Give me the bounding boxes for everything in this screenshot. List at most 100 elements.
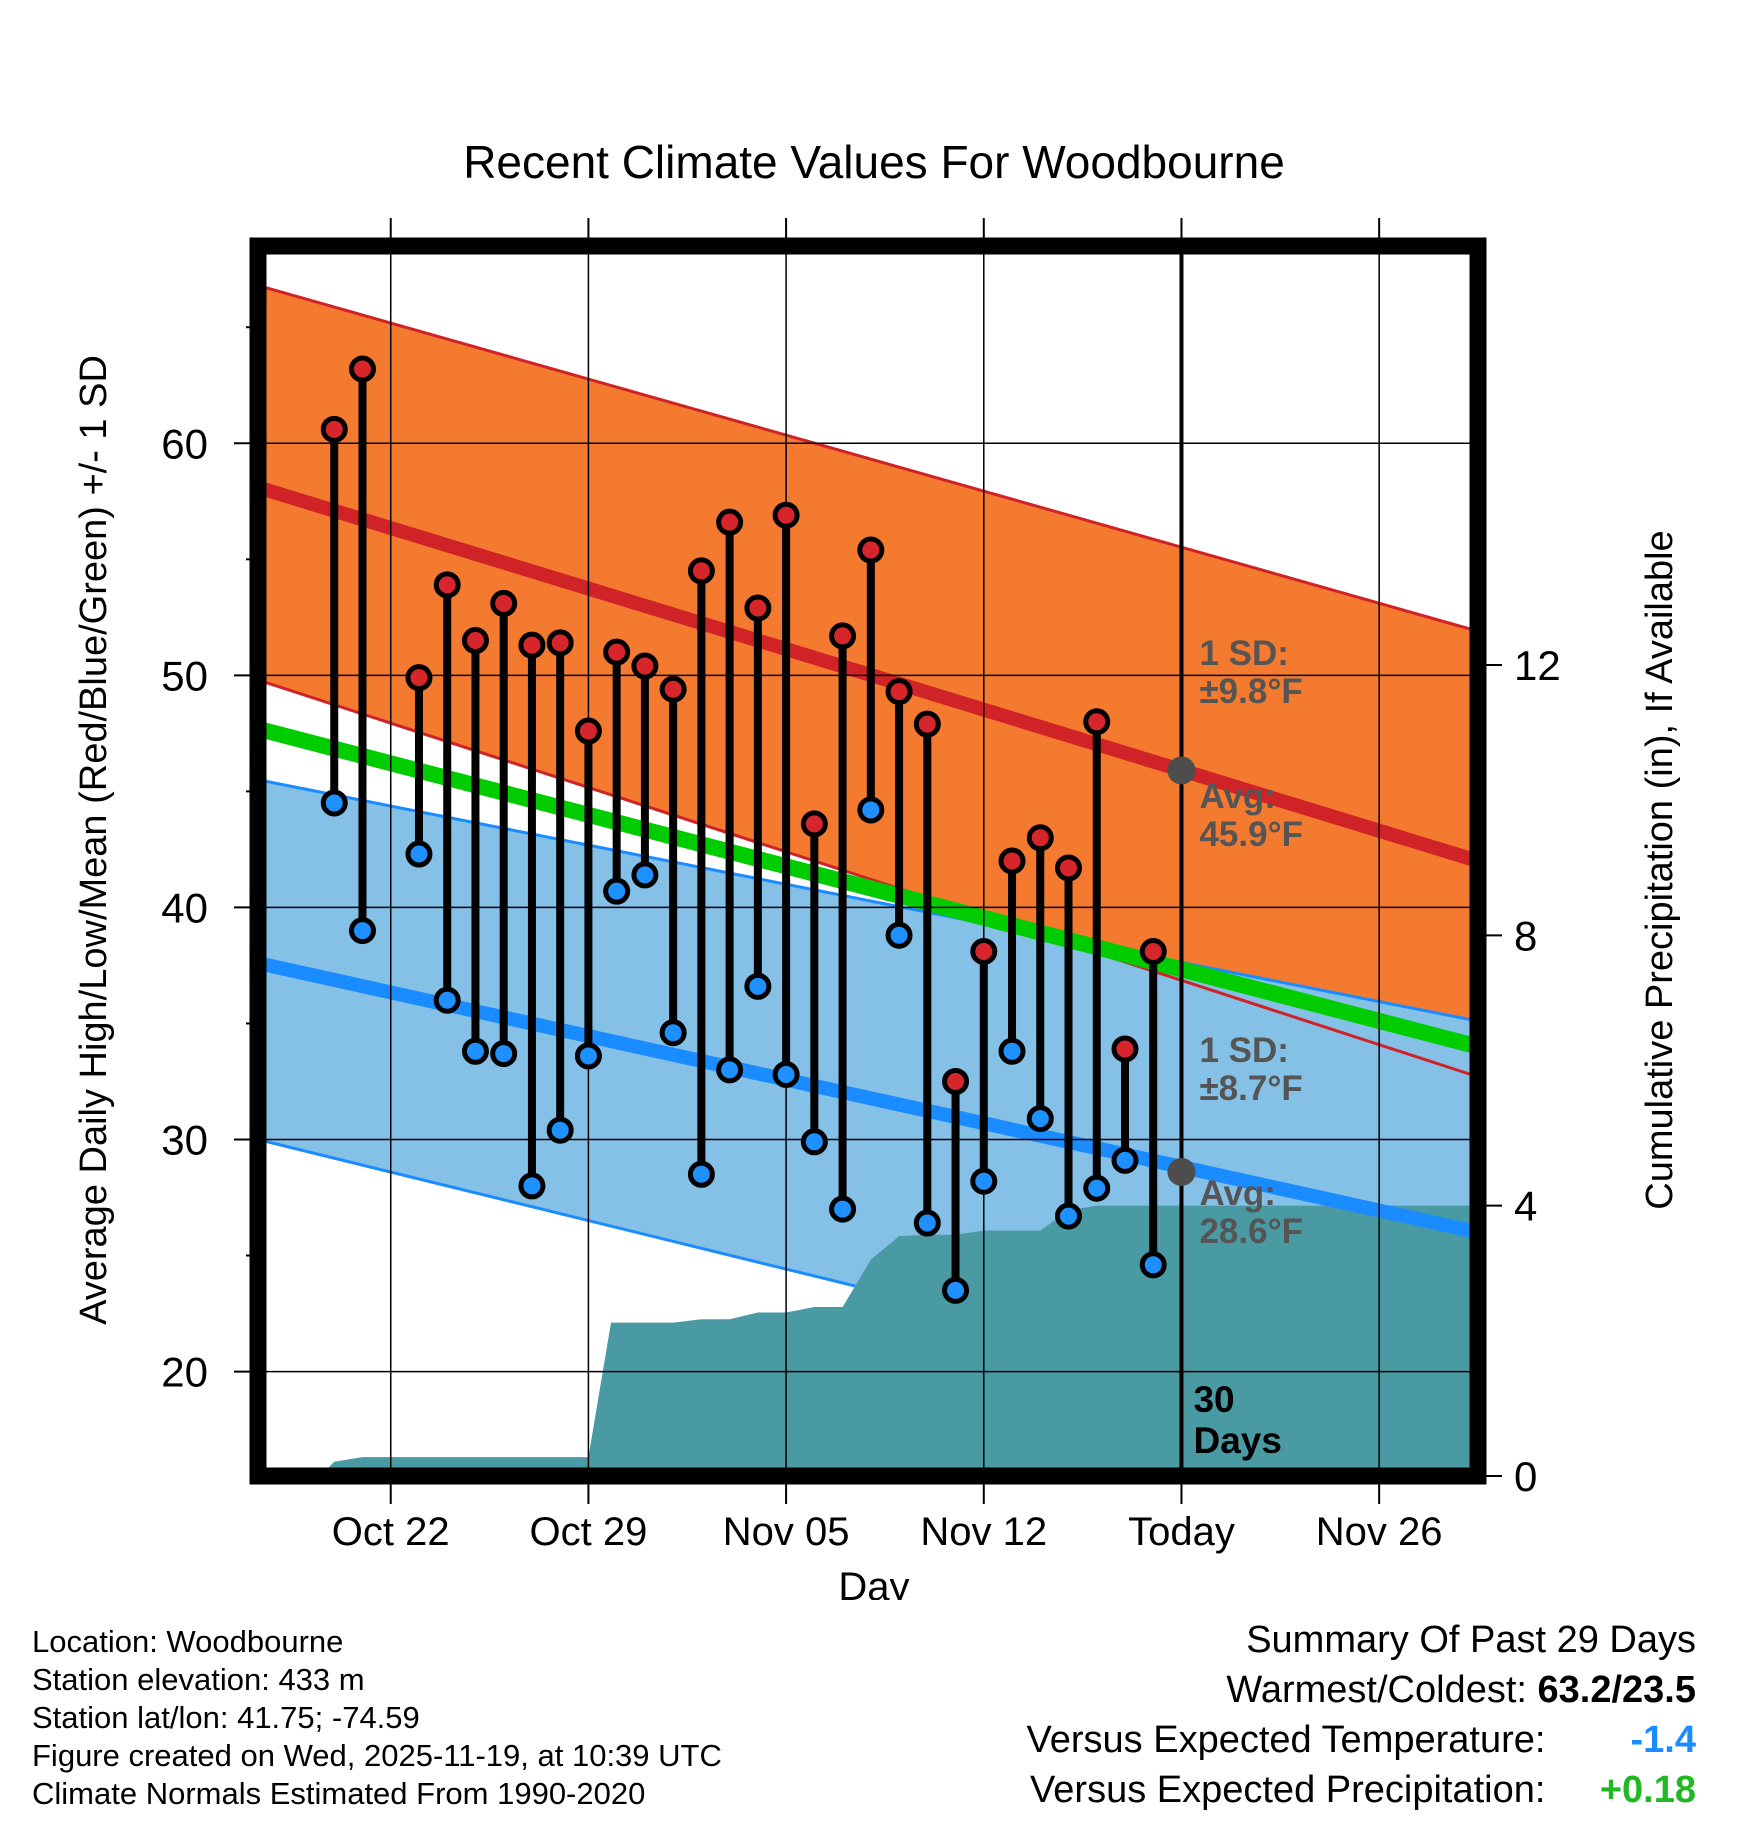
low-temp-point bbox=[942, 1276, 970, 1304]
elevation-text: Station elevation: 433 m bbox=[32, 1662, 365, 1697]
y2-tick-label: 8 bbox=[1514, 912, 1537, 959]
high-sd-annotation: 1 SD: ±9.8°F bbox=[1199, 634, 1302, 711]
summary-title: Summary Of Past 29 Days bbox=[1246, 1619, 1696, 1661]
low-temp-point bbox=[857, 796, 885, 824]
station-info: Location: Woodbourne Station elevation: … bbox=[32, 1623, 722, 1813]
low-temp-point bbox=[1111, 1146, 1139, 1174]
high-temp-point bbox=[829, 622, 857, 650]
high-temp-point bbox=[348, 355, 376, 383]
low-temp-point bbox=[518, 1172, 546, 1200]
high-temp-point bbox=[518, 631, 546, 659]
y2-tick-label: 0 bbox=[1514, 1453, 1537, 1500]
high-temp-point bbox=[546, 629, 574, 657]
warmest-value: 63.2/23.5 bbox=[1537, 1669, 1696, 1711]
high-temp-point bbox=[772, 501, 800, 529]
low-temp-point bbox=[913, 1209, 941, 1237]
high-lower-line bbox=[258, 678, 1478, 1079]
plot-frame bbox=[249, 237, 1487, 1485]
normals-text: Climate Normals Estimated From 1990-2020 bbox=[32, 1776, 646, 1811]
x-tick-label: Oct 29 bbox=[529, 1510, 647, 1554]
low-temp-point bbox=[405, 840, 433, 868]
low-upper-line bbox=[258, 778, 1478, 1023]
high-temp-point bbox=[885, 678, 913, 706]
warmest-label: Warmest/Coldest: bbox=[1226, 1669, 1527, 1711]
today-avg-marker-low bbox=[1167, 1157, 1196, 1186]
x-axis-label: Day bbox=[838, 1565, 909, 1600]
y-tick-label: 50 bbox=[161, 652, 208, 699]
high-temp-point bbox=[716, 508, 744, 536]
low-temp-point bbox=[998, 1037, 1026, 1065]
temp-anomaly-value: -1.4 bbox=[1630, 1719, 1696, 1761]
low-temp-point bbox=[829, 1195, 857, 1223]
y2-axis-label: Cumulative Precipitation (in), If Availa… bbox=[1639, 530, 1681, 1209]
high-temp-point bbox=[320, 415, 348, 443]
y2-tick-label: 12 bbox=[1514, 642, 1561, 689]
high-upper-line bbox=[258, 284, 1478, 633]
x-tick-label: Today bbox=[1128, 1510, 1235, 1554]
low-temp-point bbox=[1026, 1105, 1054, 1133]
x-tick-label: Nov 05 bbox=[723, 1510, 850, 1554]
high-temp-point bbox=[1139, 938, 1167, 966]
low-temp-point bbox=[1055, 1202, 1083, 1230]
y-tick-label: 20 bbox=[161, 1349, 208, 1396]
low-temp-point bbox=[885, 921, 913, 949]
low-temp-point bbox=[970, 1167, 998, 1195]
latlon-text: Station lat/lon: 41.75; -74.59 bbox=[32, 1700, 420, 1735]
high-temp-point bbox=[744, 594, 772, 622]
high-temp-point bbox=[1083, 708, 1111, 736]
chart-title: Recent Climate Values For Woodbourne bbox=[463, 136, 1285, 188]
high-temp-point bbox=[800, 810, 828, 838]
high-avg-annotation: Avg: 45.9°F bbox=[1199, 777, 1303, 854]
high-temp-point bbox=[913, 710, 941, 738]
high-temp-point bbox=[490, 589, 518, 617]
precip-anomaly-label: Versus Expected Precipitation: bbox=[1030, 1769, 1546, 1811]
low-avg-line bbox=[258, 956, 1478, 1240]
high-temp-point bbox=[1055, 854, 1083, 882]
low-temp-point bbox=[546, 1116, 574, 1144]
precip-anomaly-value: +0.18 bbox=[1599, 1769, 1696, 1811]
window-label-number: 30 bbox=[1193, 1379, 1234, 1420]
low-temp-point bbox=[631, 861, 659, 889]
high-temp-point bbox=[603, 638, 631, 666]
today-avg-marker-high bbox=[1167, 756, 1196, 785]
high-temp-point bbox=[574, 717, 602, 745]
high-temp-point bbox=[970, 938, 998, 966]
high-temp-point bbox=[942, 1067, 970, 1095]
high-temp-point bbox=[433, 571, 461, 599]
low-temp-point bbox=[1083, 1174, 1111, 1202]
x-tick-label: Nov 12 bbox=[920, 1510, 1047, 1554]
high-temp-point bbox=[405, 664, 433, 692]
low-temp-point bbox=[1139, 1251, 1167, 1279]
location-text: Location: Woodbourne bbox=[32, 1624, 344, 1659]
summary-warmest-row: Warmest/Coldest: 63.2/23.5 bbox=[1027, 1665, 1696, 1715]
x-tick-label: Oct 22 bbox=[332, 1510, 450, 1554]
summary-precip-row: Versus Expected Precipitation: +0.18 bbox=[1027, 1765, 1696, 1815]
precip-area bbox=[320, 1205, 1478, 1476]
low-temp-point bbox=[461, 1037, 489, 1065]
summary-temp-row: Versus Expected Temperature: -1.4 bbox=[1027, 1715, 1696, 1765]
low-temp-point bbox=[744, 972, 772, 1000]
low-temp-point bbox=[772, 1061, 800, 1089]
low-temp-point bbox=[490, 1040, 518, 1068]
high-temp-point bbox=[631, 652, 659, 680]
y-tick-label: 60 bbox=[161, 420, 208, 467]
low-temp-point bbox=[603, 877, 631, 905]
mean-avg-line bbox=[258, 720, 1478, 1055]
high-temp-point bbox=[857, 536, 885, 564]
high-temp-point bbox=[659, 675, 687, 703]
low-temp-point bbox=[687, 1160, 715, 1188]
low-temp-point bbox=[433, 986, 461, 1014]
y-axis-label: Average Daily High/Low/Mean (Red/Blue/Gr… bbox=[73, 355, 115, 1325]
low-sd-annotation: 1 SD: ±8.7°F bbox=[1199, 1031, 1302, 1108]
low-temp-point bbox=[800, 1128, 828, 1156]
low-temp-point bbox=[574, 1042, 602, 1070]
high-temp-point bbox=[1026, 824, 1054, 852]
low-avg-annotation: Avg: 28.6°F bbox=[1199, 1174, 1303, 1251]
high-temp-point bbox=[998, 847, 1026, 875]
climate-chart: Recent Climate Values For Woodbourne 1 S… bbox=[73, 136, 1681, 1600]
created-text: Figure created on Wed, 2025-11-19, at 10… bbox=[32, 1738, 722, 1773]
low-temp-point bbox=[348, 917, 376, 945]
y2-tick-label: 4 bbox=[1514, 1183, 1537, 1230]
window-label-days: Days bbox=[1193, 1420, 1281, 1461]
high-temp-point bbox=[1111, 1035, 1139, 1063]
